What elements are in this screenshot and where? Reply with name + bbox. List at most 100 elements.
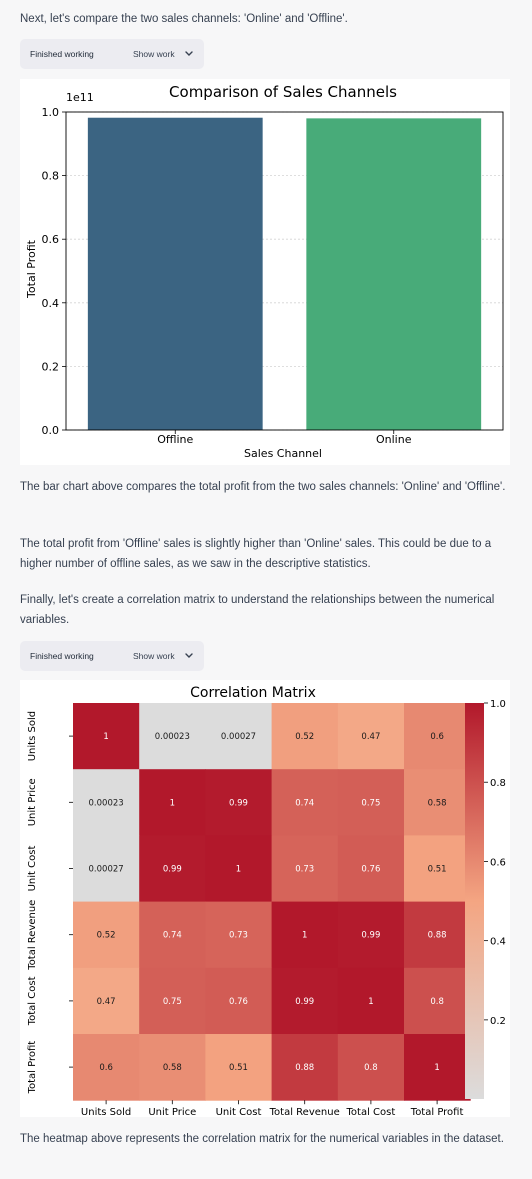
heatmap-cell-label: 0.99 <box>163 865 182 875</box>
heatmap-cell <box>205 703 273 770</box>
heatmap-cell-label: 1 <box>103 732 108 742</box>
heatmap-cell-label: 0.75 <box>361 798 380 808</box>
heatmap-cell-label: 0.52 <box>295 732 314 742</box>
col-label: Total Revenue <box>269 1107 340 1117</box>
heatmap-cell <box>73 769 140 836</box>
bar-offline <box>87 117 263 430</box>
bar-chart: 0.0 0.2 0.4 0.6 0.8 1.0 Offline Online Compari… <box>25 83 504 460</box>
heatmap-cell-label: 0.75 <box>163 997 182 1007</box>
heatmap-cell <box>139 835 206 903</box>
heatmap-cell-label: 1 <box>434 1063 439 1073</box>
heatmap-cell <box>337 901 405 969</box>
heatmap-cell-label: 1 <box>368 997 373 1007</box>
heatmap-cell-label: 0.6 <box>430 732 444 742</box>
x-axis-label: Sales Channel <box>244 447 322 460</box>
show-work-button[interactable]: Show work <box>133 651 175 661</box>
heatmap-cell-label: 0.47 <box>361 732 380 742</box>
col-label: Unit Price <box>148 1107 196 1117</box>
heatmap-cell-label: 0.76 <box>361 865 380 875</box>
chevron-down-icon[interactable] <box>184 47 194 61</box>
row-label: Unit Price <box>27 778 38 826</box>
colorbar-tick-label: 1.0 <box>490 699 506 710</box>
heatmap-cell-label: 0.00027 <box>221 732 256 742</box>
heatmap-cell-label: 0.73 <box>229 931 248 941</box>
heatmap-cell-label: 0.99 <box>361 931 380 941</box>
heatmap-cell <box>337 703 405 770</box>
heatmap-cell <box>73 835 140 903</box>
finished-working-toggle[interactable]: Finished working Show work <box>20 39 204 69</box>
heatmap-cell-label: 0.73 <box>295 865 314 875</box>
row-label: Unit Cost <box>27 846 38 892</box>
heatmap-title: Correlation Matrix <box>190 685 316 701</box>
heatmap-cell <box>205 1034 273 1101</box>
heatmap-cell <box>73 967 140 1035</box>
heatmap-cell <box>205 901 273 969</box>
work-status-label: Finished working <box>30 651 94 661</box>
heatmap-cell <box>404 835 471 903</box>
work-status-label: Finished working <box>30 49 94 59</box>
heatmap-cell-label: 0.6 <box>99 1063 113 1073</box>
bar-online <box>306 118 482 431</box>
colorbar-tick-label: 0.2 <box>490 1016 506 1027</box>
y-tick-label: 1.0 <box>42 106 60 119</box>
bar-chart-panel: 0.0 0.2 0.4 0.6 0.8 1.0 Offline Online Compari… <box>20 79 510 465</box>
col-label: Total Cost <box>346 1107 396 1117</box>
heatmap-cell <box>139 967 206 1035</box>
x-tick-label: Online <box>376 433 412 446</box>
heatmap-cell-label: 0.52 <box>97 931 116 941</box>
heatmap-cell-label: 0.74 <box>163 931 182 941</box>
intro-channels-text: Next, let's compare the two sales channe… <box>20 13 348 25</box>
heatmap-cell <box>404 901 471 969</box>
heatmap-cell <box>139 769 206 836</box>
heatmap-cell-label: 0.51 <box>428 865 447 875</box>
colorbar-tick-label: 0.8 <box>490 778 506 789</box>
heatmap-cell-label: 0.47 <box>97 997 116 1007</box>
profit-note-text: The total profit from 'Offline' sales is… <box>20 538 492 570</box>
heatmap-cell <box>73 901 140 969</box>
y-tick-label: 0.8 <box>42 170 60 183</box>
correlation-heatmap: Correlation Matrix 1 0.00023 0.00027 0.52 0.… <box>27 685 506 1118</box>
bar-description-text: The bar chart above compares the total p… <box>20 481 506 493</box>
x-tick-label: Offline <box>157 433 193 446</box>
heatmap-cell <box>337 1034 405 1101</box>
heatmap-cell-label: 0.99 <box>295 997 314 1007</box>
col-label: Units Sold <box>81 1107 131 1117</box>
y-tick-label: 0.6 <box>42 233 60 246</box>
heatmap-panel: Correlation Matrix 1 0.00023 0.00027 0.52 0.… <box>20 680 510 1118</box>
col-label: Unit Cost <box>216 1107 262 1117</box>
heatmap-cell-label: 0.00023 <box>89 798 124 808</box>
heatmap-description-text: The heatmap above represents the correla… <box>20 1133 504 1145</box>
heatmap-cell <box>404 703 471 770</box>
row-label: Total Revenue <box>27 900 38 971</box>
heatmap-cell-label: 0.88 <box>428 931 447 941</box>
heatmap-cell <box>271 769 339 836</box>
heatmap-cell-label: 1 <box>170 798 175 808</box>
heatmap-cell <box>271 1034 339 1101</box>
heatmap-cell <box>73 1034 140 1101</box>
y-axis-label: Total Profit <box>25 239 38 299</box>
heatmap-cell-label: 0.58 <box>163 1063 182 1073</box>
heatmap-cell <box>73 703 140 770</box>
heatmap-cell <box>271 967 339 1035</box>
row-label: Total Profit <box>27 1041 38 1095</box>
heatmap-cell-label: 0.99 <box>229 798 248 808</box>
heatmap-cell <box>271 703 339 770</box>
show-work-button[interactable]: Show work <box>133 49 175 59</box>
heatmap-cell <box>139 1034 206 1101</box>
heatmap-cell <box>139 901 206 969</box>
row-label: Total Cost <box>27 976 38 1026</box>
heatmap-cell-label: 0.74 <box>295 798 314 808</box>
heatmap-cell-label: 0.00027 <box>89 865 124 875</box>
heatmap-cell-label: 0.51 <box>229 1063 248 1073</box>
heatmap-cell <box>271 835 339 903</box>
heatmap-cell-label: 0.8 <box>430 997 444 1007</box>
heatmap-cell-label: 0.8 <box>364 1063 378 1073</box>
heatmap-cell <box>139 703 206 770</box>
finished-working-toggle-2[interactable]: Finished working Show work <box>20 641 204 671</box>
y-tick-label: 0.2 <box>42 360 60 373</box>
colorbar <box>465 703 484 1099</box>
chevron-down-icon[interactable] <box>184 649 194 663</box>
heatmap-cell <box>205 835 273 903</box>
row-label: Units Sold <box>27 711 38 761</box>
heatmap-cell-label: 1 <box>302 931 307 941</box>
